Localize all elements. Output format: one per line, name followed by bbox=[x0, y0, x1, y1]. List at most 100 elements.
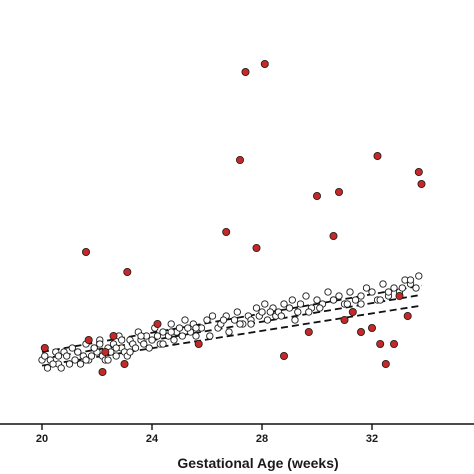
highlighted-data-point bbox=[123, 267, 132, 276]
data-point bbox=[335, 292, 343, 300]
x-axis-ticks: 20 24 28 32 bbox=[36, 424, 378, 445]
data-point bbox=[263, 316, 272, 324]
data-point bbox=[329, 296, 338, 304]
data-point bbox=[291, 316, 299, 324]
highlighted-data-point bbox=[376, 339, 385, 348]
data-point bbox=[71, 356, 79, 364]
x-axis-title: Gestational Age (weeks) bbox=[177, 455, 338, 471]
data-point bbox=[90, 344, 98, 352]
data-point bbox=[192, 324, 200, 332]
data-point bbox=[203, 316, 211, 324]
data-point bbox=[153, 332, 162, 340]
data-point bbox=[96, 340, 104, 348]
highlighted-data-point bbox=[194, 339, 203, 348]
data-point bbox=[181, 316, 189, 324]
data-point bbox=[313, 296, 321, 304]
highlighted-data-point bbox=[417, 179, 426, 188]
data-point bbox=[288, 296, 296, 304]
data-point bbox=[148, 336, 156, 344]
highlighted-data-point bbox=[373, 151, 382, 160]
data-point bbox=[305, 308, 313, 316]
highlighted-data-point bbox=[84, 335, 93, 344]
data-point bbox=[277, 312, 285, 320]
data-point bbox=[192, 332, 200, 340]
data-point bbox=[376, 296, 384, 304]
data-point bbox=[415, 272, 423, 280]
data-point bbox=[285, 304, 294, 312]
data-point bbox=[343, 300, 351, 308]
data-point bbox=[379, 280, 387, 288]
data-point bbox=[159, 340, 167, 348]
data-point bbox=[412, 284, 420, 292]
highlighted-data-point bbox=[222, 227, 231, 236]
data-point bbox=[49, 360, 57, 368]
data-point bbox=[258, 308, 266, 316]
data-point bbox=[104, 356, 112, 364]
x-tick-label: 28 bbox=[256, 433, 268, 445]
data-point bbox=[296, 300, 305, 308]
highlighted-data-point bbox=[329, 231, 338, 240]
highlighted-data-point bbox=[279, 351, 288, 360]
data-point bbox=[302, 292, 310, 300]
data-point bbox=[398, 284, 406, 292]
data-point bbox=[368, 288, 376, 296]
data-point bbox=[159, 328, 167, 336]
highlighted-data-point bbox=[235, 155, 244, 164]
data-point bbox=[266, 308, 274, 316]
data-point bbox=[87, 352, 96, 360]
highlighted-data-point bbox=[153, 319, 162, 328]
highlighted-data-point bbox=[381, 359, 390, 368]
data-point bbox=[294, 308, 302, 316]
data-point bbox=[252, 304, 261, 312]
highlighted-data-point bbox=[120, 359, 129, 368]
data-point bbox=[280, 300, 288, 308]
x-tick-label: 24 bbox=[146, 433, 159, 445]
highlighted-data-point bbox=[101, 347, 110, 356]
data-point bbox=[126, 348, 134, 356]
data-point bbox=[57, 364, 65, 372]
highlighted-data-point bbox=[98, 367, 107, 376]
highlighted-data-point bbox=[340, 315, 349, 324]
highlighted-data-point bbox=[109, 331, 118, 340]
data-point bbox=[112, 352, 120, 360]
highlighted-data-point bbox=[304, 327, 313, 336]
data-point bbox=[112, 344, 120, 352]
reference-line bbox=[41, 304, 422, 367]
data-point bbox=[82, 356, 90, 364]
highlighted-data-point bbox=[312, 191, 321, 200]
x-tick-label: 20 bbox=[36, 433, 48, 445]
highlighted-data-point bbox=[40, 343, 49, 352]
data-point bbox=[384, 288, 393, 296]
highlighted-data-point bbox=[367, 323, 376, 332]
data-point bbox=[43, 364, 52, 372]
data-point bbox=[233, 308, 241, 316]
data-point bbox=[346, 288, 354, 296]
data-point bbox=[362, 284, 371, 292]
data-point bbox=[247, 320, 255, 328]
data-point bbox=[357, 292, 365, 300]
data-point bbox=[68, 344, 76, 352]
data-point bbox=[225, 328, 233, 336]
data-point bbox=[351, 296, 360, 304]
data-point bbox=[118, 336, 126, 344]
data-point bbox=[63, 352, 71, 360]
data-point bbox=[65, 360, 74, 368]
data-point bbox=[140, 340, 148, 348]
data-point bbox=[170, 336, 178, 344]
data-point bbox=[390, 284, 398, 292]
highlighted-data-point bbox=[389, 339, 398, 348]
data-point bbox=[406, 276, 415, 284]
data-point bbox=[167, 328, 175, 336]
highlighted-data-point bbox=[252, 243, 261, 252]
highlighted-data-point bbox=[82, 247, 91, 256]
highlighted-data-point bbox=[356, 327, 365, 336]
data-points bbox=[38, 60, 426, 376]
data-point bbox=[316, 304, 324, 312]
data-point bbox=[41, 352, 49, 360]
data-point bbox=[230, 316, 239, 324]
highlighted-data-point bbox=[348, 307, 357, 316]
data-point bbox=[175, 324, 184, 332]
data-point bbox=[206, 332, 214, 340]
highlighted-data-point bbox=[334, 187, 343, 196]
data-point bbox=[261, 300, 269, 308]
